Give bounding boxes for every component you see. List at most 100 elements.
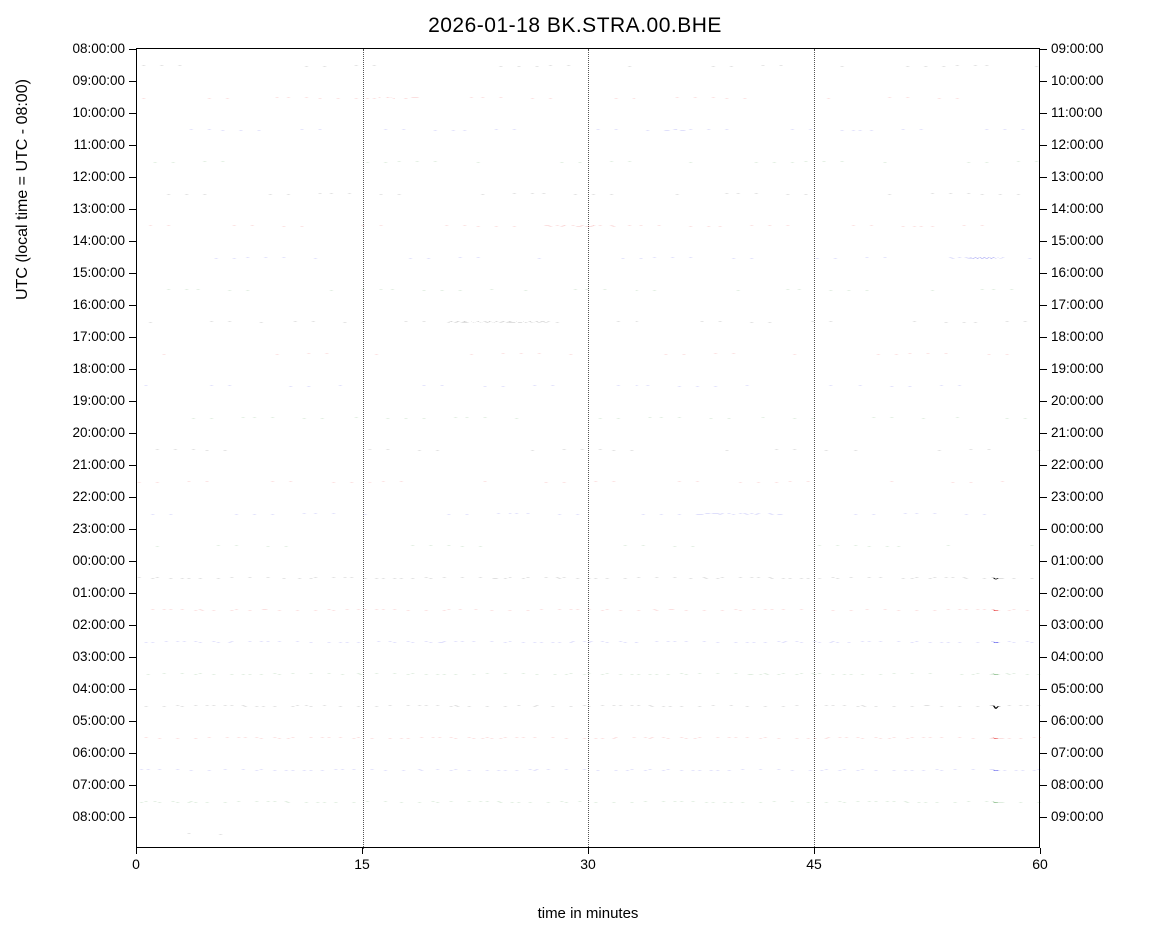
trace-row-110000 xyxy=(137,145,1041,178)
right-tick-1 xyxy=(1039,81,1047,82)
left-tick-24 xyxy=(129,817,137,818)
waveform-trace-19 xyxy=(137,673,1041,675)
left-time-label-5: 13:00:00 xyxy=(30,201,125,216)
waveform-trace-13 xyxy=(137,481,1041,483)
x-tick-mark-0 xyxy=(136,848,137,854)
trace-row-190000 xyxy=(137,401,1041,434)
left-time-label-17: 01:00:00 xyxy=(30,585,125,600)
right-time-label-3: 12:00:00 xyxy=(1041,137,1104,152)
waveform-trace-15 xyxy=(137,545,1041,547)
right-time-label-7: 16:00:00 xyxy=(1041,265,1104,280)
left-time-label-8: 16:00:00 xyxy=(30,297,125,312)
right-time-label-11: 20:00:00 xyxy=(1041,393,1104,408)
waveform-trace-17 xyxy=(137,609,1041,611)
waveform-trace-18 xyxy=(137,641,1041,643)
left-tick-7 xyxy=(129,273,137,274)
right-tick-16 xyxy=(1039,561,1047,562)
left-tick-18 xyxy=(129,625,137,626)
right-tick-9 xyxy=(1039,337,1047,338)
waveform-trace-4 xyxy=(137,193,1041,195)
right-time-label-18: 03:00:00 xyxy=(1041,617,1104,632)
right-tick-11 xyxy=(1039,401,1047,402)
right-time-label-5: 14:00:00 xyxy=(1041,201,1104,216)
trace-row-090000 xyxy=(137,81,1041,114)
left-tick-1 xyxy=(129,81,137,82)
waveform-trace-3 xyxy=(137,161,1041,163)
trace-row-200000 xyxy=(137,433,1041,466)
waveform-trace-16 xyxy=(137,577,1041,579)
left-time-label-19: 03:00:00 xyxy=(30,649,125,664)
waveform-trace-2 xyxy=(137,129,1041,131)
right-time-label-8: 17:00:00 xyxy=(1041,297,1104,312)
x-axis-label: time in minutes xyxy=(136,905,1040,922)
right-tick-8 xyxy=(1039,305,1047,306)
x-tick-mark-15 xyxy=(362,848,363,854)
left-time-label-16: 00:00:00 xyxy=(30,553,125,568)
right-tick-19 xyxy=(1039,657,1047,658)
right-time-label-9: 18:00:00 xyxy=(1041,329,1104,344)
x-tick-mark-30 xyxy=(588,848,589,854)
trace-row-130000 xyxy=(137,209,1041,242)
right-time-label-15: 00:00:00 xyxy=(1041,521,1104,536)
right-tick-15 xyxy=(1039,529,1047,530)
left-tick-9 xyxy=(129,337,137,338)
right-tick-6 xyxy=(1039,241,1047,242)
waveform-trace-23 xyxy=(137,801,1041,803)
waveform-trace-1 xyxy=(137,97,1041,99)
right-tick-22 xyxy=(1039,753,1047,754)
left-tick-3 xyxy=(129,145,137,146)
left-time-label-6: 14:00:00 xyxy=(30,233,125,248)
waveform-trace-10 xyxy=(137,385,1041,387)
left-tick-14 xyxy=(129,497,137,498)
right-tick-21 xyxy=(1039,721,1047,722)
left-time-label-14: 22:00:00 xyxy=(30,489,125,504)
trace-row-100000 xyxy=(137,113,1041,146)
right-tick-23 xyxy=(1039,785,1047,786)
right-time-label-19: 04:00:00 xyxy=(1041,649,1104,664)
right-tick-14 xyxy=(1039,497,1047,498)
left-tick-2 xyxy=(129,113,137,114)
x-tick-mark-60 xyxy=(1040,848,1041,854)
right-time-label-16: 01:00:00 xyxy=(1041,553,1104,568)
left-time-label-22: 06:00:00 xyxy=(30,745,125,760)
trace-row-230000 xyxy=(137,529,1041,562)
right-tick-17 xyxy=(1039,593,1047,594)
trace-row-160000 xyxy=(137,305,1041,338)
left-tick-19 xyxy=(129,657,137,658)
right-time-label-2: 11:00:00 xyxy=(1041,105,1103,120)
trace-row-080000 xyxy=(137,817,1041,850)
left-tick-15 xyxy=(129,529,137,530)
right-time-label-1: 10:00:00 xyxy=(1041,73,1104,88)
trace-row-000000 xyxy=(137,561,1041,594)
left-time-label-24: 08:00:00 xyxy=(30,809,125,824)
waveform-trace-0 xyxy=(137,65,1041,67)
right-time-label-12: 21:00:00 xyxy=(1041,425,1104,440)
left-tick-12 xyxy=(129,433,137,434)
right-tick-10 xyxy=(1039,369,1047,370)
left-time-label-3: 11:00:00 xyxy=(30,137,125,152)
waveform-trace-5 xyxy=(137,225,1041,227)
right-time-label-23: 08:00:00 xyxy=(1041,777,1104,792)
trace-row-150000 xyxy=(137,273,1041,306)
right-tick-12 xyxy=(1039,433,1047,434)
left-tick-5 xyxy=(129,209,137,210)
waveform-trace-8 xyxy=(137,321,1041,323)
left-time-label-7: 15:00:00 xyxy=(30,265,125,280)
left-time-label-20: 04:00:00 xyxy=(30,681,125,696)
right-time-label-17: 02:00:00 xyxy=(1041,585,1104,600)
left-time-label-21: 05:00:00 xyxy=(30,713,125,728)
left-time-label-15: 23:00:00 xyxy=(30,521,125,536)
left-tick-6 xyxy=(129,241,137,242)
x-tick-label-60: 60 xyxy=(1032,856,1048,872)
plot-area: 08:00:00 09:00:00 09:00:00 10:00:00 10:00:00… xyxy=(136,48,1040,848)
left-tick-20 xyxy=(129,689,137,690)
waveform-trace-20 xyxy=(137,705,1041,707)
waveform-trace-21 xyxy=(137,737,1041,739)
left-tick-13 xyxy=(129,465,137,466)
right-time-label-13: 22:00:00 xyxy=(1041,457,1104,472)
x-tick-label-15: 15 xyxy=(354,856,370,872)
trace-row-040000 xyxy=(137,689,1041,722)
left-tick-8 xyxy=(129,305,137,306)
right-tick-18 xyxy=(1039,625,1047,626)
right-tick-4 xyxy=(1039,177,1047,178)
